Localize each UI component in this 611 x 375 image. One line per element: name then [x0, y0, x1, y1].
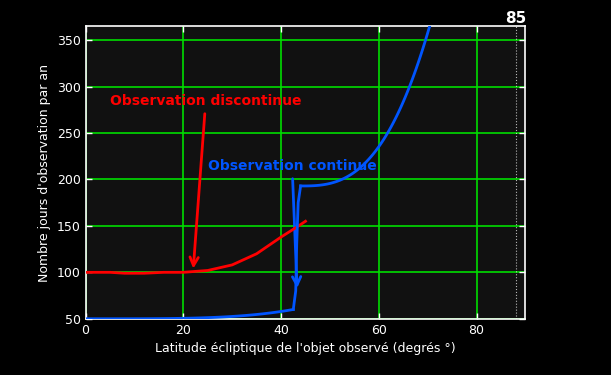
- Text: Observation discontinue: Observation discontinue: [110, 94, 301, 266]
- Y-axis label: Nombre jours d'observation par an: Nombre jours d'observation par an: [38, 63, 51, 282]
- X-axis label: Latitude écliptique de l'objet observé (degrés °): Latitude écliptique de l'objet observé (…: [155, 342, 456, 355]
- Text: Observation continue: Observation continue: [208, 159, 376, 285]
- Text: 85: 85: [505, 11, 526, 26]
